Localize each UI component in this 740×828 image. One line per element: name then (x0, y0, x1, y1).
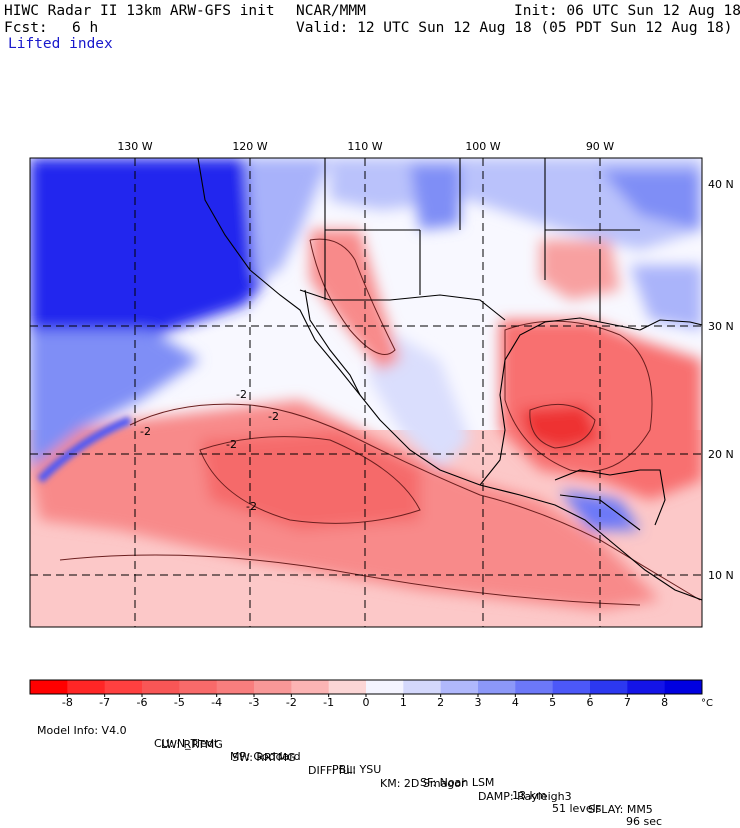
colorbar-swatch (552, 680, 591, 694)
colorbar-swatch (627, 680, 666, 694)
lon-label-130w: 130 W (117, 140, 152, 153)
footer-item: DAMP: Rayleigh3 (478, 790, 572, 803)
forecast-hours: 6 h (72, 20, 99, 36)
colorbar-tick-labels: -8 -7 -6 -5 -4 -3 -2 -1 0 1 2 3 4 5 6 7 8 (62, 696, 668, 709)
model-title: HIWC Radar II 13km ARW-GFS init (4, 3, 275, 19)
footer-line-1: Model Info: V4.0 CU: N_Tiedt MP: Goddard… (30, 711, 662, 828)
colorbar-swatch (179, 680, 218, 694)
lon-label-110w: 110 W (347, 140, 382, 153)
colorbar-tick-label: -5 (174, 696, 185, 709)
colorbar-swatch (403, 680, 442, 694)
colorbar-tick-label: 7 (624, 696, 631, 709)
footer-item: SW: RRTMG (232, 751, 296, 764)
colorbar-tick-label: -2 (286, 696, 297, 709)
coastlines-and-borders (197, 158, 702, 601)
colorbar-tick-label: 8 (661, 696, 668, 709)
footer-item: SFLAY: MM5 (588, 803, 653, 816)
lat-label-40n: 40 N (708, 178, 734, 191)
colorbar-swatch (328, 680, 367, 694)
contour-label: -2 (140, 425, 151, 438)
colorbar-tick-label: -7 (99, 696, 110, 709)
colorbar-tick-label: -1 (323, 696, 334, 709)
colorbar-swatch (67, 680, 106, 694)
colorbar-swatch (254, 680, 292, 694)
contour-label: -2 (226, 438, 237, 451)
lat-label-20n: 20 N (708, 448, 734, 461)
colorbar-swatch (440, 680, 479, 694)
colorbar-tick-label: 6 (587, 696, 594, 709)
lon-label-120w: 120 W (232, 140, 267, 153)
contour-label: -2 (246, 500, 257, 513)
institution-label: NCAR/MMM (296, 3, 366, 19)
footer-item: DIFF: full (308, 764, 356, 777)
colorbar-unit: °C (701, 698, 713, 709)
colorbar-swatch (142, 680, 180, 694)
footer-item: Model Info: V4.0 (37, 724, 127, 737)
colorbar-tick-label: 1 (400, 696, 407, 709)
footer-line-2: LW: RRTMG SW: RRTMG DIFF: full KM: 2D Sm… (154, 725, 653, 816)
colorbar-tick-label: -6 (137, 696, 148, 709)
footer-item: KM: 2D Smagor (380, 777, 466, 790)
colorbar-tick-label: 5 (549, 696, 556, 709)
colorbar-swatch (478, 680, 516, 694)
lifted-index-map: 130 W 120 W 110 W 100 W 90 W 40 N 30 N 2… (29, 140, 734, 709)
colorbar-tick-label: -3 (249, 696, 260, 709)
map-frame (29, 157, 703, 628)
lon-label-90w: 90 W (586, 140, 614, 153)
forecast-label: Fcst: (4, 20, 48, 36)
contour-label: -2 (268, 410, 279, 423)
colorbar-swatch (515, 680, 554, 694)
colorbar-swatch (366, 680, 404, 694)
colorbar-swatch (30, 680, 68, 694)
init-time: Init: 06 UTC Sun 12 Aug 18 (514, 3, 740, 19)
shaded-field (30, 158, 702, 627)
field-name: Lifted index (8, 36, 113, 52)
footer-item: 96 sec (626, 815, 663, 828)
colorbar-tick-label: 0 (363, 696, 370, 709)
colorbar-tick-label: -4 (211, 696, 222, 709)
colorbar-swatch (590, 680, 628, 694)
graticule (30, 158, 702, 627)
colorbar-swatch (104, 680, 143, 694)
colorbar-swatch (216, 680, 255, 694)
lon-label-100w: 100 W (465, 140, 500, 153)
lat-label-30n: 30 N (708, 320, 734, 333)
valid-time: Valid: 12 UTC Sun 12 Aug 18 (05 PDT Sun … (296, 20, 733, 36)
colorbar-tick-label: 2 (437, 696, 444, 709)
colorbar (29, 679, 703, 697)
contour-label: -2 (236, 388, 247, 401)
colorbar-tick-label: 4 (512, 696, 519, 709)
colorbar-tick-label: 3 (475, 696, 482, 709)
colorbar-swatch (664, 680, 703, 694)
colorbar-swatch (291, 680, 330, 694)
colorbar-tick-label: -8 (62, 696, 73, 709)
lat-label-10n: 10 N (708, 569, 734, 582)
